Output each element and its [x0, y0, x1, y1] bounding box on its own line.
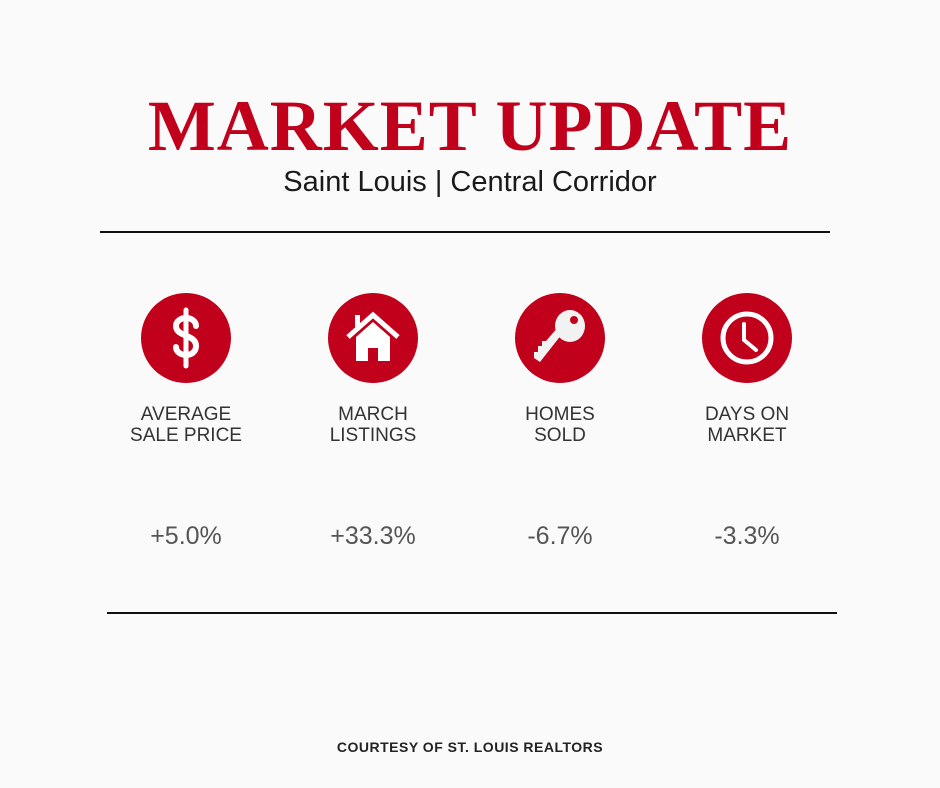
stat-value-homes-sold: -6.7% [527, 522, 593, 550]
stat-label: LISTINGS [329, 425, 417, 446]
stat-average-sale-price: AVERAGE SALE PRICE [96, 293, 276, 446]
stat-label: DAYS ON [704, 404, 790, 425]
house-icon [328, 293, 418, 383]
stat-label: AVERAGE [140, 404, 232, 425]
stat-value-days-on-market: -3.3% [714, 522, 780, 550]
stat-days-on-market: DAYS ON MARKET [657, 293, 837, 446]
dollar-icon [141, 293, 231, 383]
page-title: MARKET UPDATE [147, 86, 793, 166]
stat-value-average-sale-price: +5.0% [150, 522, 222, 550]
page-subtitle: Saint Louis | Central Corridor [283, 166, 657, 198]
stat-label: MARKET [707, 425, 787, 446]
footer-credit: COURTESY OF ST. LOUIS REALTORS [336, 739, 604, 755]
stat-march-listings: MARCH LISTINGS [283, 293, 463, 446]
top-divider [100, 231, 830, 233]
clock-icon [702, 293, 792, 383]
stat-label: MARCH [338, 404, 408, 425]
key-icon [515, 293, 605, 383]
stat-label: SALE PRICE [130, 425, 242, 446]
bottom-divider [107, 612, 837, 614]
stat-value-march-listings: +33.3% [330, 522, 416, 550]
stat-label: HOMES [525, 404, 595, 425]
stat-homes-sold: HOMES SOLD [470, 293, 650, 446]
stat-label: SOLD [534, 425, 586, 446]
